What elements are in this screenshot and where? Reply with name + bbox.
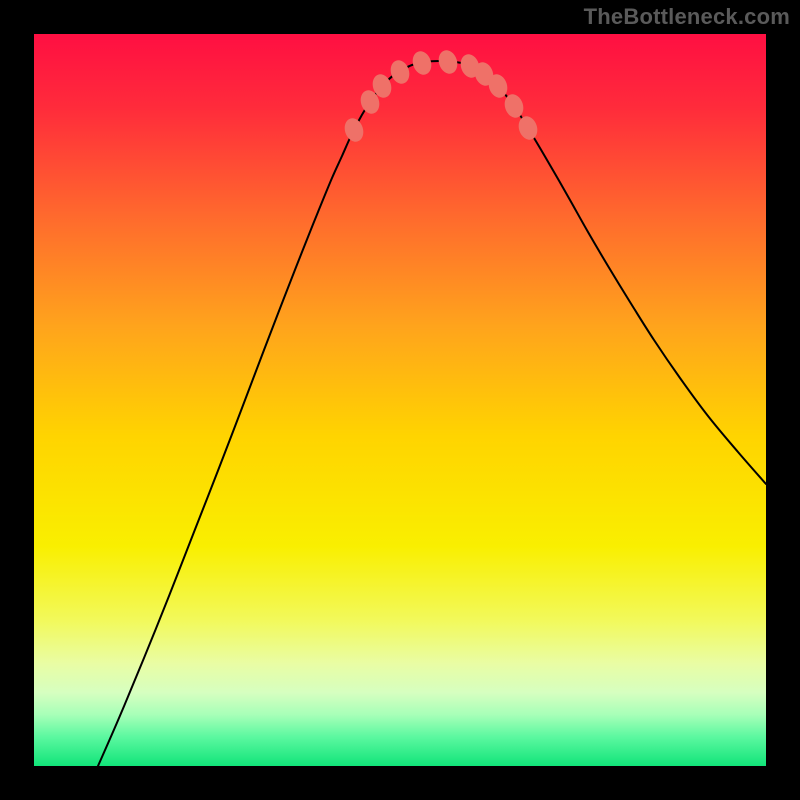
chart-stage: TheBottleneck.com [0, 0, 800, 800]
bottleneck-curve-chart [0, 0, 800, 800]
